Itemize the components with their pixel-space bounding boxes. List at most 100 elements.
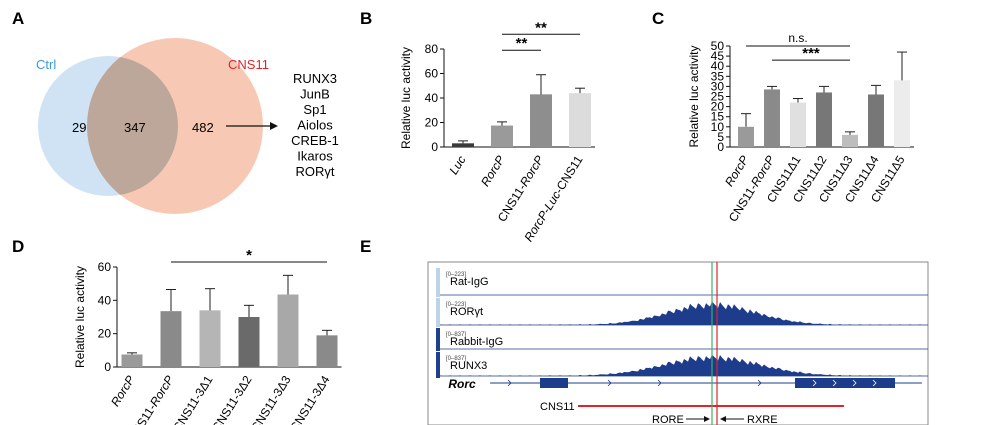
y-tick-label: 30 (711, 79, 725, 93)
track-name: Rat-IgG (450, 276, 489, 288)
track-range: [0–837] (446, 332, 466, 338)
bar (160, 311, 182, 367)
gene-exon (540, 378, 568, 388)
bar (738, 126, 754, 147)
gene-label: JunB (300, 87, 330, 102)
venn-count-ctrl-only: 29 (72, 120, 86, 135)
y-tick-label: 0 (104, 360, 111, 374)
track-range: [0–223] (446, 272, 466, 278)
bar (868, 94, 884, 147)
bar (316, 335, 338, 367)
y-tick-label: 60 (98, 260, 112, 274)
y-tick-label: 0 (717, 140, 724, 154)
x-tick-label: RorcP (478, 153, 508, 189)
track-signal (440, 301, 928, 325)
bar (452, 143, 474, 147)
rore-label: RORE (652, 414, 684, 425)
gene-strand-arrow (507, 379, 512, 387)
track-range: [0–837] (446, 356, 466, 362)
bar (277, 294, 299, 367)
y-axis-label: Relative luc activity (73, 266, 87, 368)
venn-label-ctrl: Ctrl (36, 57, 56, 72)
y-tick-label: 25 (711, 90, 725, 104)
x-tick-label: CNS11-3Δ2 (209, 373, 255, 425)
bar (491, 125, 513, 147)
panel-label-a: A (12, 9, 24, 28)
y-tick-label: 45 (711, 49, 725, 63)
gene-label: RORγt (296, 164, 335, 179)
bar (894, 80, 910, 147)
panel-label-e: E (360, 237, 371, 256)
x-tick-label: CNS11-3Δ4 (287, 373, 333, 425)
rore-arrow-head (704, 416, 710, 422)
y-tick-label: 10 (711, 120, 725, 134)
bar (530, 94, 552, 147)
gene-strand-arrow (852, 379, 857, 387)
rxre-arrow-head (720, 416, 726, 422)
significance-label: * (246, 247, 252, 264)
gene-label: RUNX3 (293, 71, 337, 86)
bar (199, 310, 221, 367)
venn-label-cns11: CNS11 (228, 57, 269, 72)
venn-count-cns11-only: 482 (192, 120, 214, 135)
x-tick-label: CNS11-3Δ3 (248, 373, 294, 425)
y-tick-label: 15 (711, 110, 725, 124)
track-name: Rabbit-IgG (450, 336, 503, 348)
bar (816, 92, 832, 147)
track-range: [0–223] (446, 302, 466, 308)
y-tick-label: 40 (98, 293, 112, 307)
gene-strand-arrow (757, 379, 762, 387)
x-tick-label: CNS11-3Δ1 (170, 373, 216, 425)
bar (764, 89, 780, 147)
cns11-label: CNS11 (540, 401, 575, 413)
bar (238, 317, 260, 367)
x-tick-label: Luc (446, 153, 468, 177)
gene-strand-arrow (872, 379, 877, 387)
gene-label: CREB-1 (291, 133, 339, 148)
significance-label: ** (535, 19, 547, 36)
panel-label-c: C (652, 9, 664, 28)
rxre-label: RXRE (747, 414, 778, 425)
gene-strand-arrow (832, 379, 837, 387)
track-color-bar (436, 298, 440, 327)
y-tick-label: 0 (431, 140, 438, 154)
y-tick-label: 50 (711, 39, 725, 53)
y-tick-label: 5 (717, 130, 724, 144)
panel-label-d: D (12, 237, 24, 256)
bar (842, 134, 858, 147)
gene-track-label: Rorc (448, 377, 476, 391)
gene-exon (795, 378, 895, 388)
bar (121, 354, 143, 367)
significance-label: *** (802, 45, 820, 62)
y-axis-label: Relative luc activity (399, 47, 413, 149)
gene-strand-arrow (657, 379, 662, 387)
venn-arrow-head (270, 122, 278, 130)
track-signal (440, 354, 928, 376)
track-color-bar (436, 352, 440, 378)
track-color-bar (436, 268, 440, 297)
y-tick-label: 35 (711, 69, 725, 83)
y-axis-label: Relative luc activity (687, 45, 701, 147)
bar (790, 102, 806, 147)
tracks-frame (427, 261, 929, 425)
track-color-bar (436, 328, 440, 351)
y-tick-label: 20 (98, 327, 112, 341)
gene-label: Sp1 (303, 102, 326, 117)
y-tick-label: 40 (711, 59, 725, 73)
venn-count-overlap: 347 (124, 120, 146, 135)
y-tick-label: 60 (425, 67, 439, 81)
y-tick-label: 20 (425, 116, 439, 130)
x-tick-label: RorcP (108, 373, 138, 409)
y-tick-label: 20 (711, 100, 725, 114)
track-name: RUNX3 (450, 360, 487, 372)
y-tick-label: 80 (425, 42, 439, 56)
panel-label-b: B (360, 9, 372, 28)
venn-overlap (87, 56, 178, 196)
gene-strand-arrow (607, 379, 612, 387)
bar (569, 93, 591, 147)
significance-label: n.s. (788, 31, 807, 45)
